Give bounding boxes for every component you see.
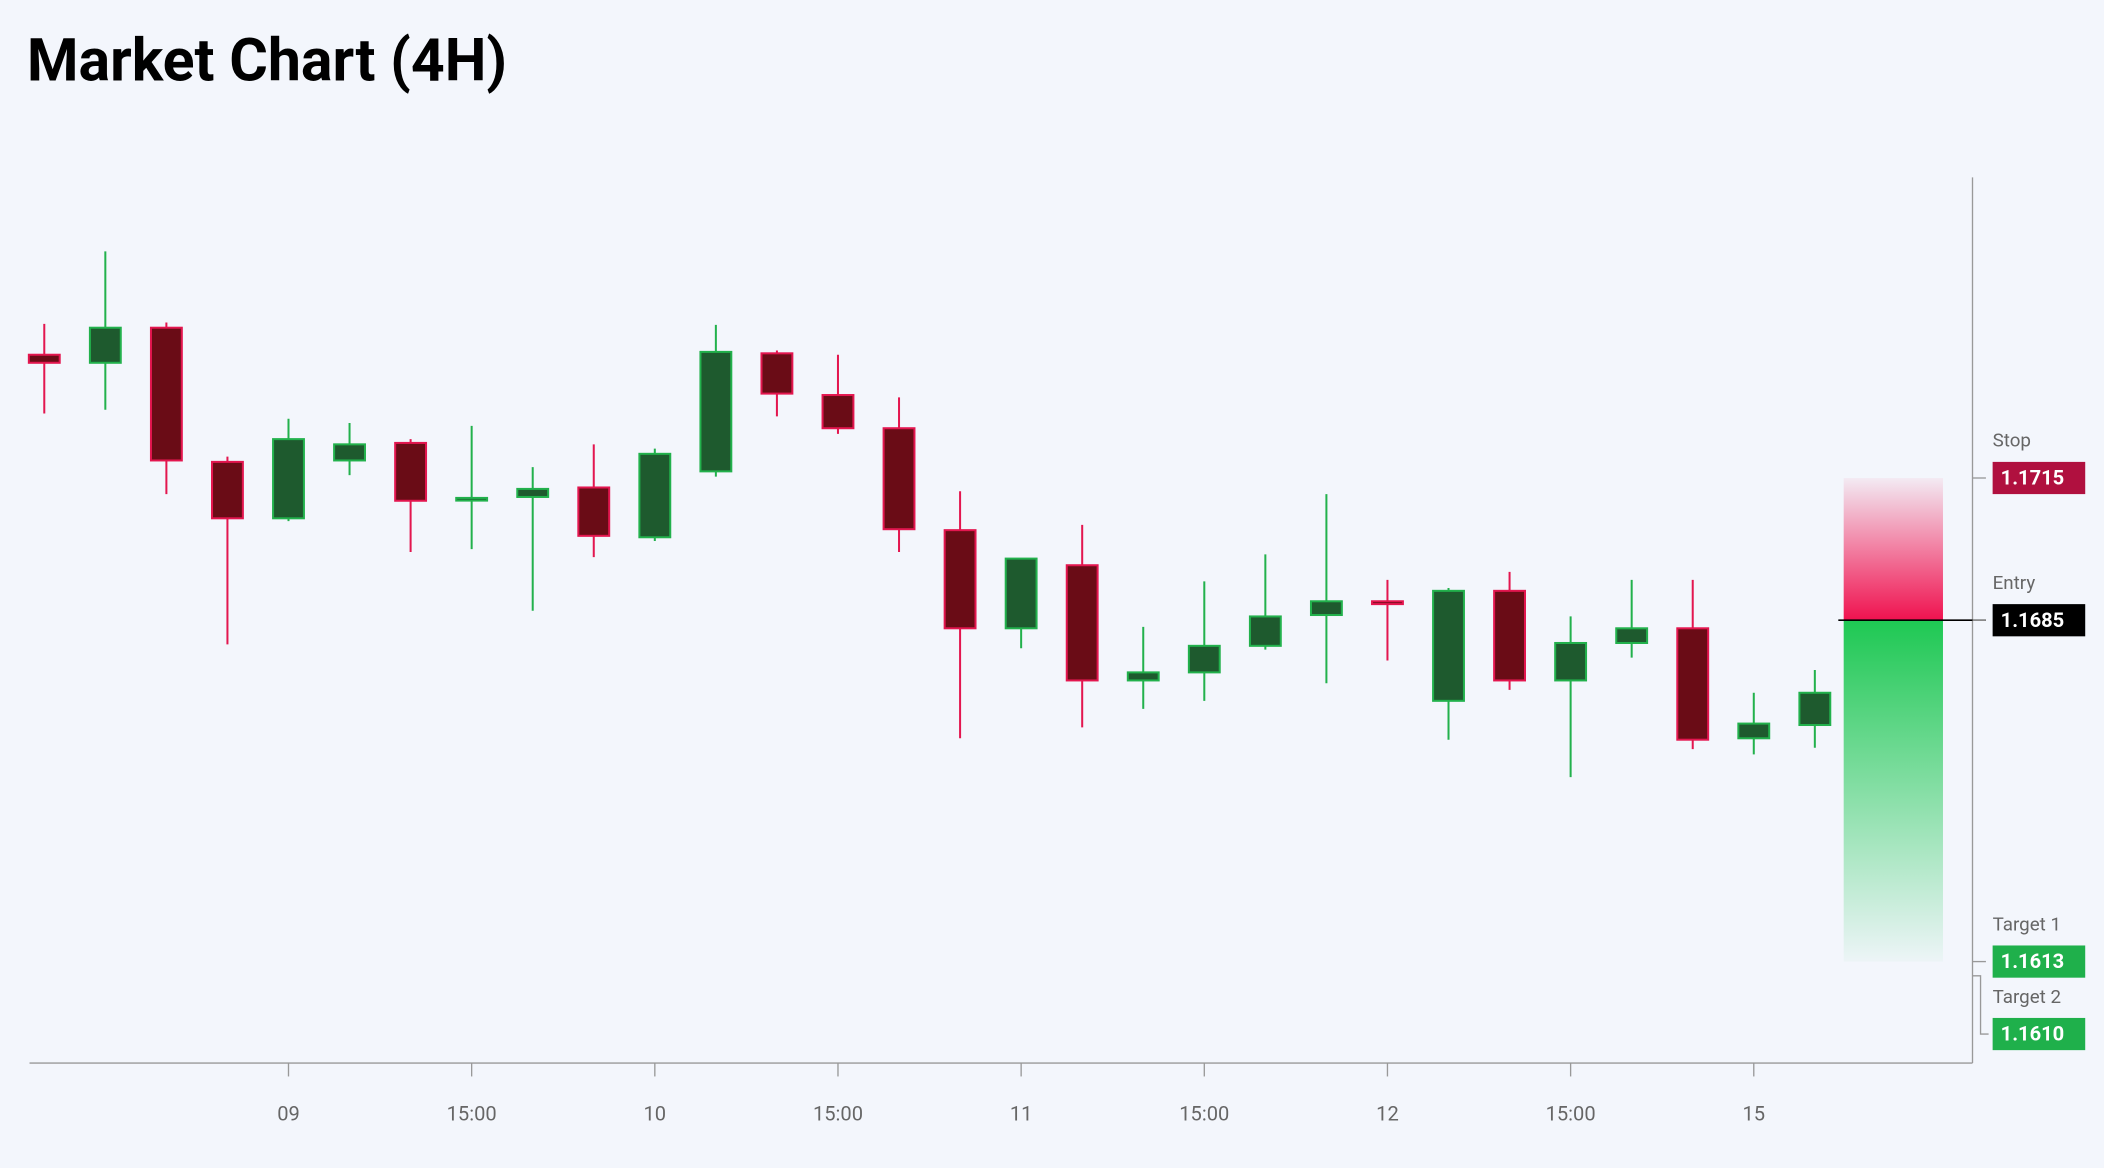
x-tick-label: 15:00 — [1546, 1102, 1596, 1126]
candle-body — [27, 353, 61, 364]
candle-body — [1126, 671, 1160, 682]
level-label-box — [1992, 1017, 2086, 1051]
level-label: 1.1613 — [2001, 949, 2065, 973]
level-label: 1.1685 — [2001, 608, 2065, 632]
x-tick-label: 15:00 — [1179, 1102, 1229, 1126]
plot: 09 15:00 10 15:00 11 15:00 12 15:00 15 Stop 1.1715… — [27, 251, 2086, 1126]
candle-body — [882, 427, 916, 531]
target-zone — [1843, 620, 1943, 962]
candle-body — [455, 496, 489, 502]
candle-body — [760, 352, 794, 395]
level-label-box — [1992, 461, 2086, 495]
x-tick-label: 09 — [277, 1102, 300, 1126]
candle-body — [272, 438, 305, 520]
candle-body — [88, 326, 122, 364]
x-tick-label: 15 — [1742, 1102, 1765, 1126]
level-name: Target 1 — [1993, 913, 2061, 935]
level-label-box — [1992, 945, 2086, 978]
x-tick-label: 10 — [644, 1102, 667, 1126]
candle-body — [1187, 644, 1221, 674]
candle-body — [1737, 722, 1771, 740]
stop-zone — [1843, 478, 1943, 621]
candle-body — [1432, 589, 1465, 702]
candle-body — [394, 441, 428, 502]
level-name: Entry — [1993, 572, 2036, 594]
candle-body — [821, 394, 855, 430]
candle-body — [577, 486, 611, 537]
candle-body — [1371, 600, 1404, 606]
candle-body — [333, 443, 366, 462]
level-label: 1.1715 — [2001, 466, 2065, 490]
candle-body — [516, 487, 550, 498]
candle-body — [699, 350, 733, 473]
candle-body — [1065, 564, 1099, 682]
candle-body — [1798, 691, 1832, 727]
candle-body — [1004, 557, 1038, 630]
chart-title: Market Chart (4H) — [27, 26, 507, 95]
level-label: 1.1610 — [2001, 1022, 2065, 1046]
candle-body — [1248, 615, 1282, 647]
candle-body — [1615, 627, 1649, 644]
level-name: Target 2 — [1993, 986, 2061, 1008]
level-name: Stop — [1993, 430, 2031, 452]
candle-body — [1676, 627, 1710, 741]
candle-body — [1309, 600, 1343, 617]
x-tick-label: 12 — [1376, 1102, 1399, 1126]
candle-body — [638, 452, 672, 539]
x-tick-label: 11 — [1010, 1102, 1033, 1126]
candle-body — [943, 529, 977, 630]
x-tick-label: 15:00 — [447, 1102, 497, 1126]
candle-body — [211, 460, 244, 520]
level-tick — [1972, 975, 1989, 1035]
candle-body — [149, 326, 183, 462]
level-label-box — [1992, 604, 2086, 637]
x-tick-label: 15:00 — [813, 1102, 863, 1126]
candle-body — [1554, 641, 1588, 682]
candle-body — [1493, 589, 1527, 682]
